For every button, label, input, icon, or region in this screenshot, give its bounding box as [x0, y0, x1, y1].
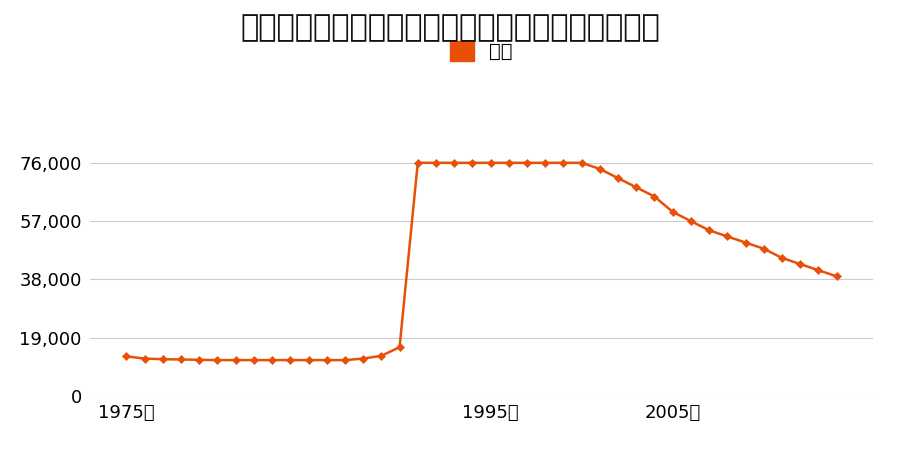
- Text: 大分県別府市大字内竈字北尾関５８番１の地価推移: 大分県別府市大字内竈字北尾関５８番１の地価推移: [240, 14, 660, 42]
- Legend: 価格: 価格: [443, 33, 520, 69]
